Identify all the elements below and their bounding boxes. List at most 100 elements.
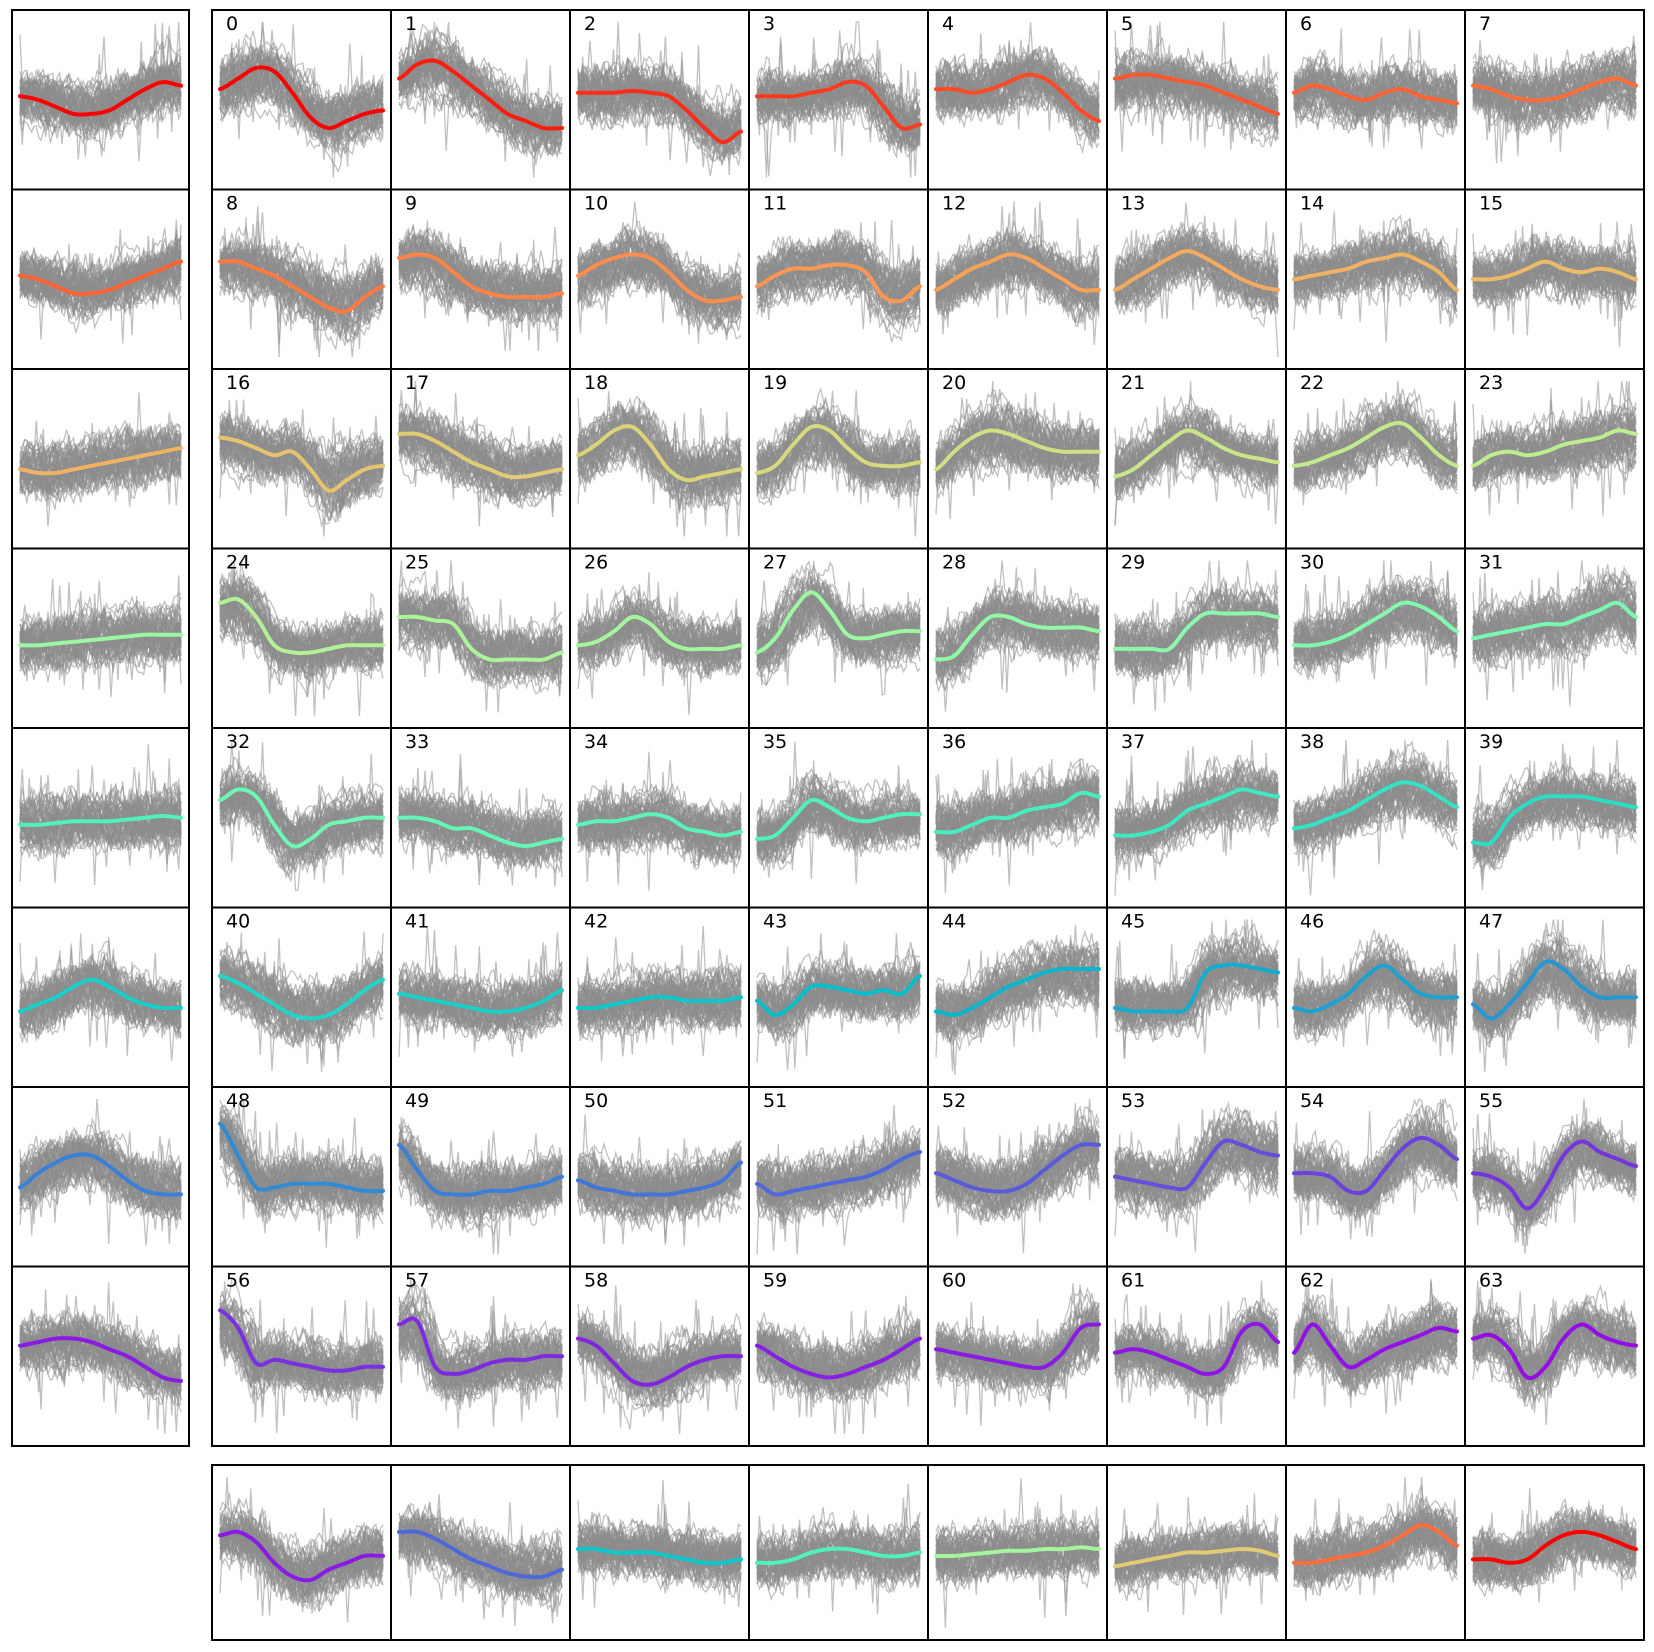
background-traces	[398, 380, 563, 527]
trace	[219, 1317, 384, 1396]
trace	[756, 1347, 921, 1418]
trace	[935, 1317, 1100, 1393]
trace	[935, 424, 1100, 478]
trace	[1472, 783, 1637, 861]
mean-line	[397, 1142, 564, 1197]
panel-label: 35	[763, 731, 787, 753]
trace	[19, 245, 182, 292]
background-traces	[1293, 211, 1458, 342]
trace	[19, 423, 182, 464]
trace	[935, 402, 1100, 456]
panel-39: 39	[1464, 727, 1645, 909]
mean-line	[1113, 1321, 1280, 1376]
trace	[19, 1147, 182, 1216]
panel-label: 4	[942, 13, 954, 35]
panel-53: 53	[1106, 1086, 1287, 1268]
trace	[1293, 606, 1458, 670]
mean-line	[755, 79, 922, 131]
background-traces	[1472, 1098, 1637, 1254]
trace	[219, 965, 384, 1015]
panel-label: 56	[226, 1270, 250, 1292]
trace	[577, 990, 742, 1044]
panel-41: 41	[390, 906, 571, 1088]
mean-line	[1113, 787, 1280, 838]
trace	[935, 1143, 1100, 1188]
trace	[219, 1124, 384, 1206]
mean-line	[576, 88, 743, 145]
trace	[577, 251, 742, 340]
trace	[398, 1312, 563, 1378]
trace	[398, 258, 563, 321]
trace	[1472, 422, 1637, 462]
panel-label: 45	[1121, 911, 1145, 933]
panel-11: 11	[748, 188, 929, 370]
mean-line	[934, 790, 1101, 835]
panel-label: 41	[405, 911, 429, 933]
panel-29: 29	[1106, 547, 1287, 729]
trace	[19, 609, 182, 650]
panel-38: 38	[1285, 727, 1466, 909]
background-traces	[577, 925, 742, 1062]
mean-line	[1471, 600, 1638, 641]
trace	[756, 1143, 921, 1220]
trace	[398, 36, 563, 132]
panel-label: 0	[226, 13, 238, 35]
trace	[398, 588, 563, 674]
column-summary-2	[569, 1464, 750, 1641]
background-traces	[1114, 1101, 1279, 1252]
panel-label: 49	[405, 1090, 429, 1112]
trace	[1114, 584, 1279, 645]
panel-59: 59	[748, 1265, 929, 1447]
trace	[577, 1160, 742, 1206]
panel-24: 24	[211, 547, 392, 729]
background-traces	[577, 201, 742, 344]
mean-line	[18, 1336, 183, 1383]
panel-13: 13	[1106, 188, 1287, 370]
panel-label: 24	[226, 552, 250, 574]
trace	[756, 254, 921, 328]
column-summary-1	[390, 1464, 571, 1641]
panel-62: 62	[1285, 1265, 1466, 1447]
background-traces	[935, 21, 1100, 155]
mean-line	[755, 1150, 922, 1197]
trace	[756, 233, 921, 322]
panel-label: 29	[1121, 552, 1145, 574]
trace	[935, 1125, 1099, 1202]
trace	[577, 992, 742, 1031]
panel-7: 7	[1464, 9, 1645, 191]
trace	[398, 603, 563, 695]
trace	[1114, 803, 1279, 853]
mean-line	[218, 435, 385, 493]
background-traces	[219, 931, 384, 1073]
mean-line	[1292, 252, 1459, 292]
mean-line	[1113, 962, 1280, 1014]
trace	[219, 1317, 384, 1387]
background-traces	[219, 1277, 384, 1433]
trace	[1114, 416, 1279, 475]
panel-9: 9	[390, 188, 571, 370]
background-traces	[1472, 560, 1637, 707]
trace	[756, 583, 921, 663]
trace	[398, 414, 563, 487]
panel-label: 27	[763, 552, 787, 574]
trace	[1114, 606, 1279, 705]
mean-line	[18, 814, 183, 827]
background-traces	[19, 575, 182, 698]
trace	[219, 241, 384, 303]
trace	[219, 1526, 384, 1596]
trace	[1293, 80, 1458, 148]
trace	[935, 267, 1100, 309]
mean-line	[218, 1529, 385, 1583]
row-summary-2	[11, 368, 190, 550]
panel-label: 3	[763, 13, 775, 35]
panel-label: 10	[584, 193, 608, 215]
panel-47: 47	[1464, 906, 1645, 1088]
trace	[935, 1331, 1100, 1387]
panel-label: 47	[1479, 911, 1503, 933]
panel-3: 3	[748, 9, 929, 191]
trace	[19, 1134, 182, 1200]
trace	[935, 388, 1100, 477]
trace	[219, 1118, 384, 1248]
column-summary-5	[1106, 1464, 1287, 1641]
trace	[756, 74, 921, 117]
